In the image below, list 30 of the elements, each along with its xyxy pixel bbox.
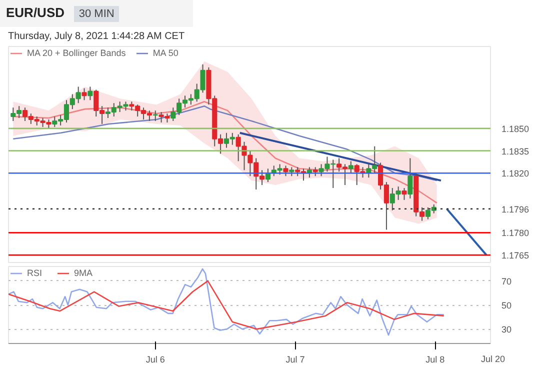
- y-tick-label: 1.1796: [502, 204, 530, 214]
- candlestick: [402, 188, 407, 200]
- candlestick: [348, 160, 354, 174]
- chart-title: EUR/USD: [6, 5, 65, 20]
- y-tick-label: 1.1765: [502, 250, 530, 261]
- candlestick: [283, 165, 288, 177]
- text: Thursday, July 8, 2021 1:44:28 AM CET: [7, 30, 186, 44]
- candlestick: [152, 110, 158, 122]
- candlestick: [88, 86, 93, 101]
- legend-label: RSI: [27, 268, 44, 278]
- y-tick-label: 70: [502, 276, 512, 286]
- chart-subtitle: 30 MIN: [74, 6, 120, 22]
- legend-label: 9MA: [74, 268, 94, 278]
- text: Jul 20: [480, 354, 505, 364]
- x-tick-label: Jul 8: [426, 354, 445, 364]
- y-tick-label: 30: [502, 324, 512, 335]
- line-series: [8, 280, 445, 330]
- x-tick-label: Jul 7: [286, 354, 305, 364]
- line-series: [8, 268, 445, 336]
- y-tick-label: 1.1780: [502, 228, 530, 238]
- candlestick: [82, 88, 87, 101]
- legend-label: MA 20 + Bollinger Bands: [27, 48, 126, 58]
- y-tick-label: 1.1820: [502, 168, 530, 179]
- line-series: [12, 105, 438, 182]
- candlestick: [408, 158, 413, 199]
- legend-label: MA 50: [152, 48, 178, 58]
- y-tick-label: 50: [502, 300, 512, 310]
- y-tick-label: 1.1835: [502, 146, 530, 156]
- x-tick-label: Jul 6: [146, 354, 165, 364]
- y-tick-label: 1.1850: [502, 124, 530, 134]
